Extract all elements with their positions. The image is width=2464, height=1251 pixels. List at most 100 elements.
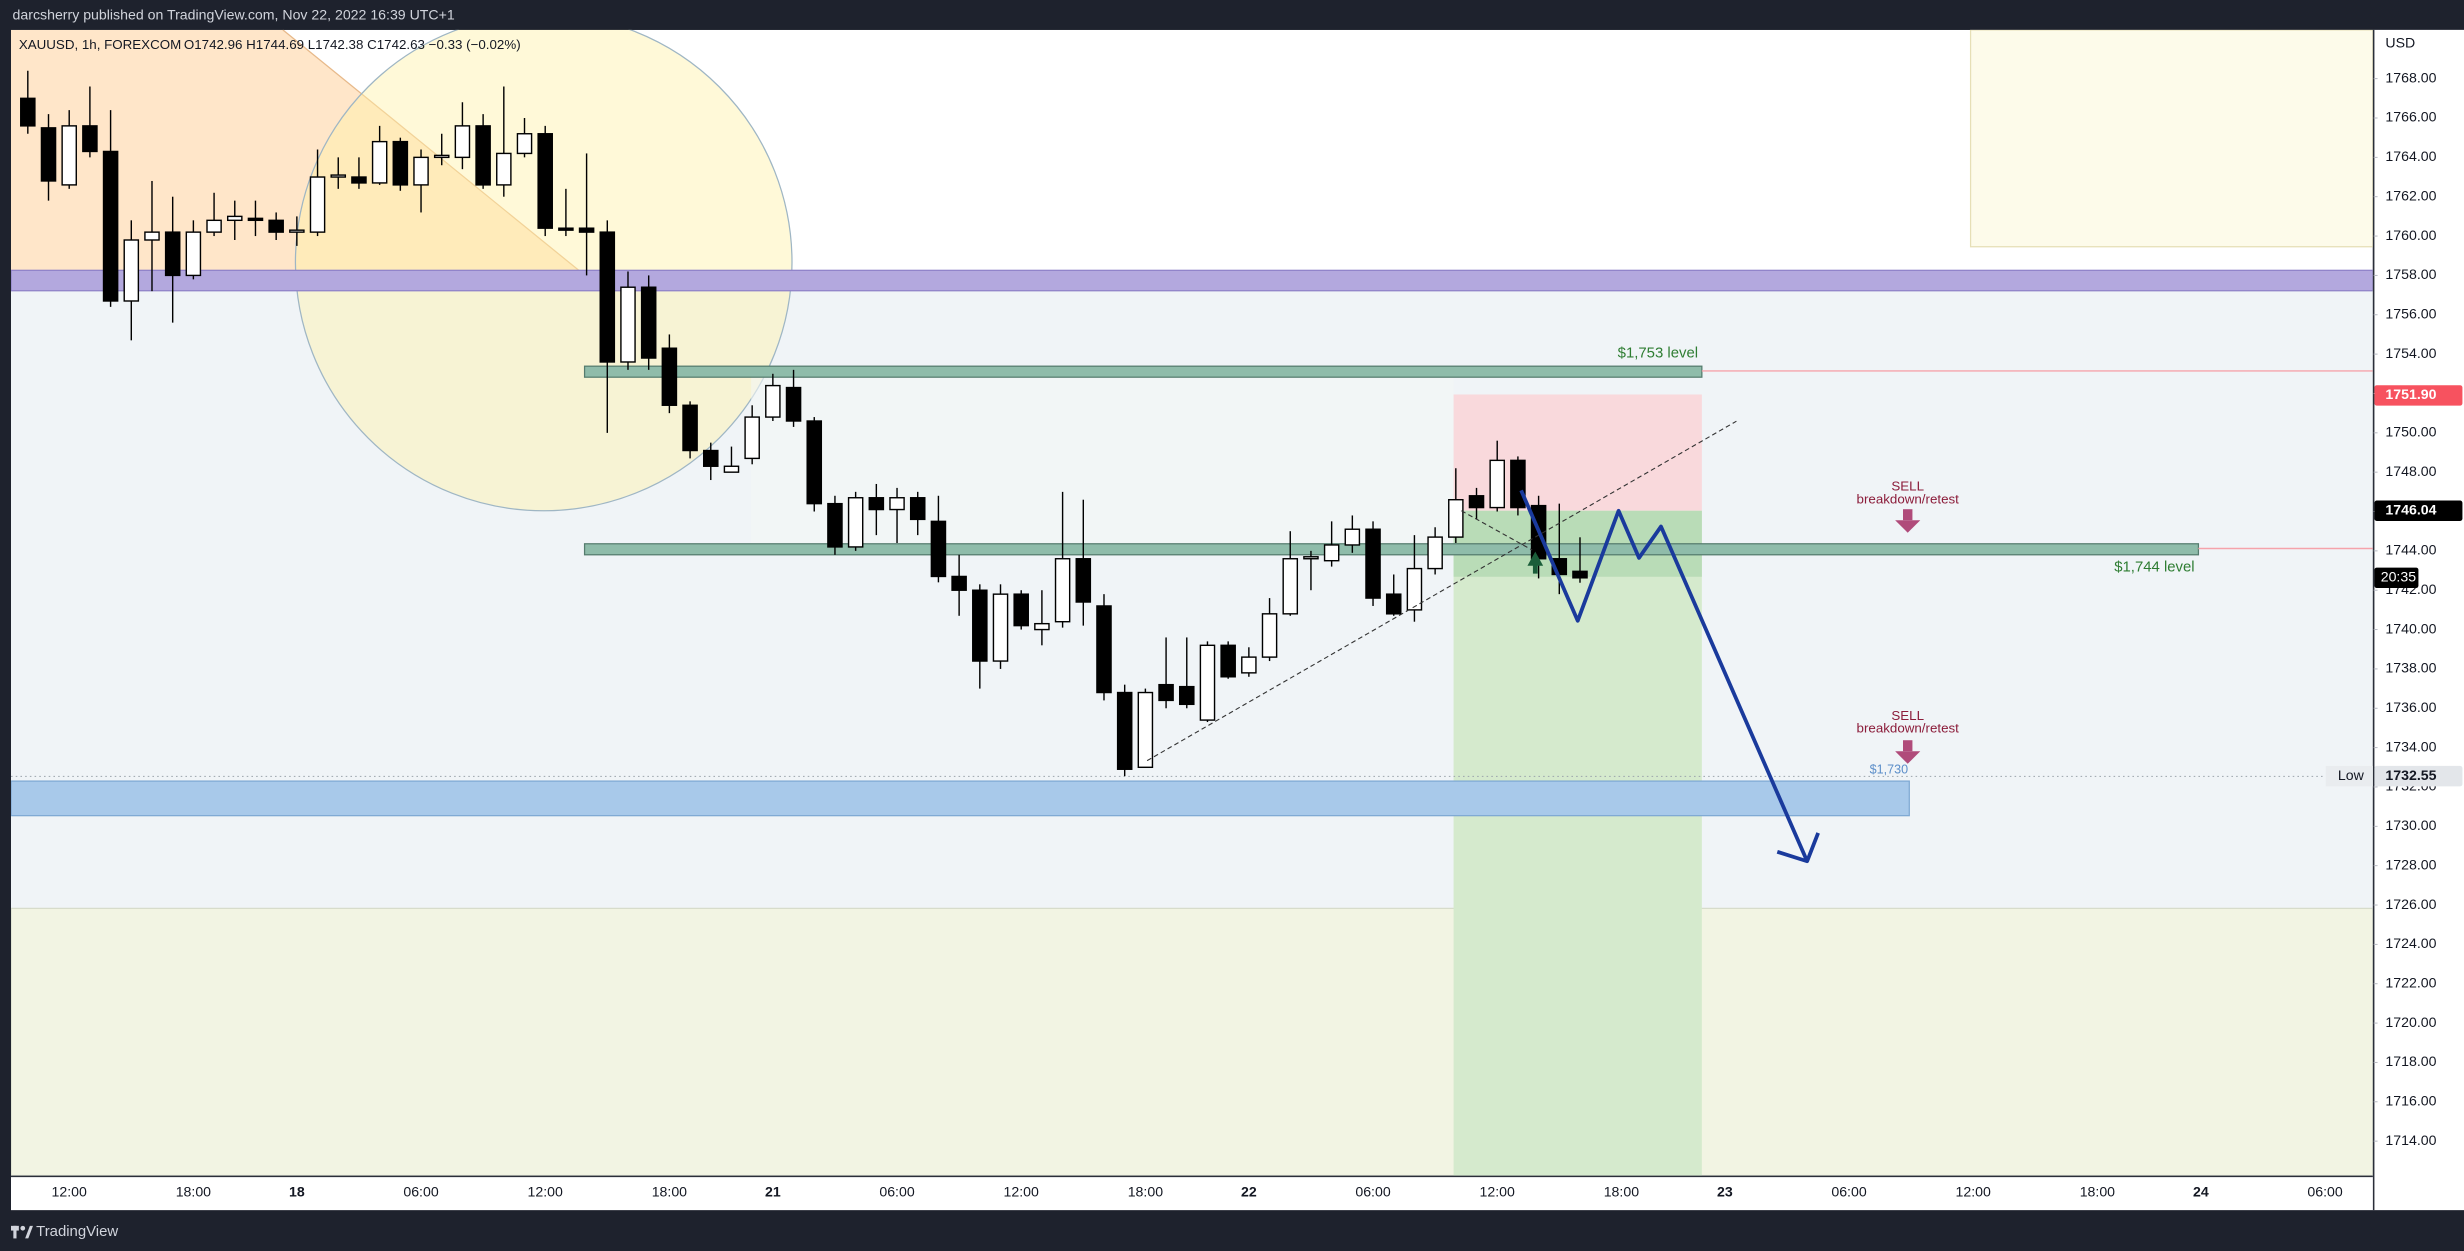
price-label: 1751.90 xyxy=(2385,386,2436,402)
y-tick-label: 1758.00 xyxy=(2385,266,2436,282)
target-zone xyxy=(1453,510,1702,1176)
sell-text: breakdown/retest xyxy=(1857,721,1960,736)
countdown-box xyxy=(2374,567,2419,589)
ohlc-legend: O1742.96 H1744.69 L1742.38 C1742.63 −0.3… xyxy=(184,37,521,52)
x-tick-label: 12:00 xyxy=(52,1184,87,1200)
candle-body xyxy=(1178,685,1195,706)
price-label-box xyxy=(2374,385,2463,406)
sell-title: SELL xyxy=(1891,708,1924,723)
x-tick-label: 18 xyxy=(289,1184,305,1200)
candle-body xyxy=(20,97,36,127)
y-tick-label: 1740.00 xyxy=(2385,620,2436,636)
y-tick-label: 1736.00 xyxy=(2385,699,2436,715)
x-tick-label: 18:00 xyxy=(176,1184,211,1200)
candle-body xyxy=(1303,556,1319,560)
x-tick-label: 18:00 xyxy=(2080,1184,2115,1200)
candle-body xyxy=(40,127,57,182)
candle-body xyxy=(992,593,1009,662)
candle-body xyxy=(61,125,77,186)
candle-body xyxy=(930,520,947,578)
header-title: darcsherry published on TradingView.com,… xyxy=(13,6,455,22)
candle-body xyxy=(185,231,202,277)
candle-body xyxy=(847,497,864,548)
candle-body xyxy=(475,125,491,186)
y-tick-label: 1766.00 xyxy=(2385,109,2436,125)
entry-arrow xyxy=(1532,564,1538,574)
low-label-box xyxy=(2325,765,2373,787)
candle-body xyxy=(351,176,367,184)
y-tick-label: 1764.00 xyxy=(2385,148,2436,164)
candle-body xyxy=(1261,613,1278,658)
x-tick-label: 12:00 xyxy=(1956,1184,1991,1200)
footer-brand: TradingView xyxy=(36,1223,118,1240)
candle-body xyxy=(289,229,305,233)
candle-body xyxy=(1323,544,1340,562)
y-tick-label: 1726.00 xyxy=(2385,896,2436,912)
x-tick-label: 23 xyxy=(1717,1184,1733,1200)
sell-arrow xyxy=(1895,520,1921,533)
candle-body xyxy=(785,386,802,422)
candle-body xyxy=(1365,528,1381,599)
candles xyxy=(20,70,1588,777)
candle-body xyxy=(1199,644,1216,721)
y-tick-label: 1754.00 xyxy=(2385,345,2436,361)
price-label: 1746.04 xyxy=(2385,501,2436,517)
y-tick-label: 1762.00 xyxy=(2385,187,2436,203)
axis-labels: 1714.00 1716.00 1718.00 1720.00 1722.00 1724.… xyxy=(52,69,2463,1200)
level-band xyxy=(583,543,2200,556)
footer-logo xyxy=(11,1225,33,1239)
candle-body xyxy=(1406,567,1423,611)
y-tick-label: 1718.00 xyxy=(2385,1053,2436,1069)
projection-arrowhead xyxy=(1776,832,1820,864)
candle-body xyxy=(123,239,140,302)
x-tick-label: 18:00 xyxy=(1604,1184,1639,1200)
level-label: $1,753 level xyxy=(1618,345,1698,362)
candle-body xyxy=(1344,528,1361,546)
x-tick-label: 18:00 xyxy=(652,1184,687,1200)
sell-arrow xyxy=(1895,751,1921,764)
y-tick-label: 1722.00 xyxy=(2385,974,2436,990)
shaded-zone xyxy=(11,907,2373,1176)
candle-body xyxy=(1116,691,1133,770)
y-tick-label: 1738.00 xyxy=(2385,660,2436,676)
candle-body xyxy=(951,575,967,591)
x-tick-label: 06:00 xyxy=(1355,1184,1390,1200)
symbol-legend: XAUUSD, 1h, FOREXCOM xyxy=(19,37,181,52)
y-tick-label: 1720.00 xyxy=(2385,1014,2436,1030)
sell-arrow xyxy=(1903,740,1913,752)
y-tick-label: 1768.00 xyxy=(2385,69,2436,85)
candle-body xyxy=(1096,605,1112,694)
y-tick-label: 1714.00 xyxy=(2385,1132,2436,1148)
price-label-box xyxy=(2374,500,2463,521)
price-label: 1732.55 xyxy=(2385,767,2436,783)
price-label-box xyxy=(2374,765,2463,787)
time-axis xyxy=(11,1175,2373,1211)
candle-body xyxy=(1158,683,1174,702)
candle-body xyxy=(1448,499,1464,538)
candle-body xyxy=(371,140,388,184)
range-box xyxy=(751,372,1454,549)
sell-arrow xyxy=(1903,509,1913,521)
y-tick-label: 1730.00 xyxy=(2385,817,2436,833)
level-label: $1,744 level xyxy=(2114,558,2194,575)
candle-body xyxy=(868,497,885,511)
candle-body xyxy=(454,125,471,159)
level-label: $1,730 xyxy=(1870,762,1908,776)
candle-body xyxy=(765,384,781,418)
x-tick-label: 18:00 xyxy=(1128,1184,1163,1200)
currency-label: USD xyxy=(2385,35,2415,51)
candle-body xyxy=(1054,558,1071,623)
candle-body xyxy=(537,133,553,229)
x-tick-label: 12:00 xyxy=(1480,1184,1515,1200)
y-tick-label: 1744.00 xyxy=(2385,542,2436,558)
candle-body xyxy=(496,152,512,186)
candle-body xyxy=(640,286,657,359)
candle-body xyxy=(1034,622,1050,631)
plot-area: $1,753 level $1,744 level $1,730 SELL br… xyxy=(11,29,2373,1176)
y-tick-label: 1756.00 xyxy=(2385,305,2436,321)
candle-body xyxy=(102,150,119,302)
candle-body xyxy=(413,156,429,186)
x-tick-label: 12:00 xyxy=(528,1184,563,1200)
candle-body xyxy=(226,215,243,222)
candle-body xyxy=(247,217,264,222)
